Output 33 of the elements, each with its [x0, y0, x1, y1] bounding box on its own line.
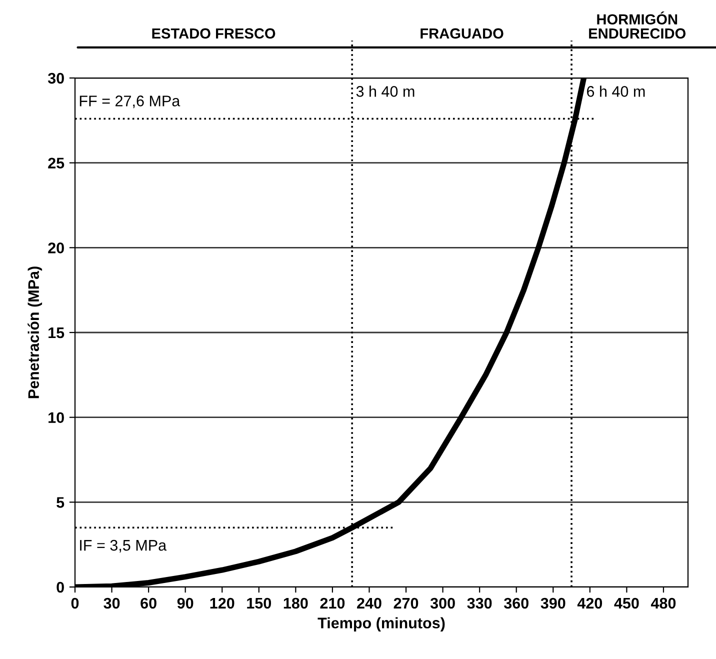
annotation: IF = 3,5 MPa	[80, 540, 167, 553]
y-tick-label: 5	[56, 497, 64, 508]
x-tick-label: 150	[247, 598, 272, 609]
y-tick-label: 20	[48, 242, 64, 254]
x-tick-label: 0	[71, 598, 79, 609]
y-axis-title: Penetración (MPa)	[28, 266, 42, 398]
x-tick-label: 90	[177, 598, 194, 609]
x-tick-label: 240	[357, 598, 382, 609]
x-tick-label: 120	[210, 598, 234, 609]
x-tick-label: 180	[284, 598, 308, 609]
text: FRAGUADO	[420, 28, 504, 39]
x-tick-label: 450	[614, 598, 639, 609]
y-tick-label: 10	[48, 412, 64, 424]
x-tick-label: 420	[577, 598, 602, 609]
y-tick-label: 25	[48, 158, 64, 169]
ref-line-label: 6 h 40 m	[587, 86, 645, 97]
x-tick-label: 390	[540, 598, 566, 609]
y-tick-label: 15	[48, 328, 64, 338]
annotation: FF = 27,6 MPa	[80, 96, 180, 108]
x-tick-label: 270	[394, 598, 418, 609]
x-tick-label: 210	[320, 598, 345, 609]
y-tick-label: 0	[56, 582, 64, 593]
x-tick-label: 330	[467, 598, 492, 609]
x-tick-label: 360	[504, 598, 528, 609]
x-axis-title: Tiempo (minutos)	[318, 617, 445, 632]
text: HORMIGÓN ENDURECIDO	[589, 11, 686, 39]
x-tick-label: 30	[104, 598, 120, 609]
ref-line-label: 3 h 40 m	[356, 86, 414, 97]
text: ESTADO FRESCO	[152, 28, 276, 39]
x-tick-label: 60	[140, 598, 156, 609]
y-tick-label: 30	[48, 72, 64, 84]
x-tick-label: 300	[430, 598, 455, 609]
x-tick-label: 480	[650, 598, 676, 609]
